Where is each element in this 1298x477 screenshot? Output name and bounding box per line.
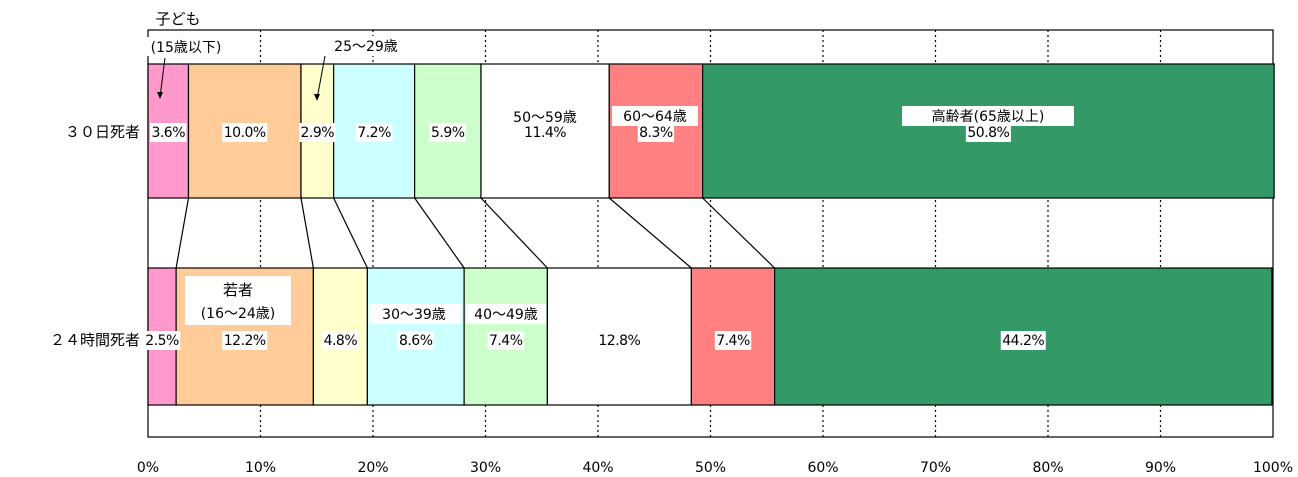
series-lines	[175, 197, 776, 269]
annotation-50-59: 50～59歳	[513, 110, 577, 126]
annotation-kodomo-arrow	[159, 57, 166, 98]
x-tick-label: 10%	[245, 460, 276, 476]
data-label: 12.2%	[224, 333, 266, 349]
x-tick-label: 30%	[470, 460, 501, 476]
category-labels: ３０日死者 ２４時間死者	[50, 123, 140, 349]
data-label-bg	[429, 123, 467, 142]
data-label: 8.3%	[639, 125, 673, 141]
annotation-wakamono: 若者	[223, 281, 253, 299]
series-line	[414, 197, 465, 269]
annotation-40-49: 40～49歳	[474, 307, 538, 323]
x-tick-label: 0%	[137, 460, 159, 476]
data-label: 2.5%	[145, 333, 179, 349]
series-line	[702, 197, 776, 269]
series-line	[480, 197, 548, 269]
annotations: 子ども (15歳以下) 25～29歳 50～59歳 60～64歳 高齢者(65歳…	[140, 7, 1074, 325]
annotation-kodomo-range: (15歳以下)	[151, 40, 222, 56]
data-label: 44.2%	[1002, 333, 1044, 349]
annotation-60-64: 60～64歳	[623, 109, 687, 125]
annotation-25-29: 25～29歳	[334, 39, 398, 55]
annotation-kodomo: 子ども	[155, 10, 200, 28]
data-label-bg	[487, 331, 524, 350]
series-line	[333, 197, 368, 269]
data-label: 12.8%	[598, 333, 640, 349]
data-label: 3.6%	[151, 125, 185, 141]
series-line	[175, 197, 190, 269]
data-label-bg	[222, 331, 268, 350]
x-tick-label: 20%	[357, 460, 388, 476]
data-label-bg	[596, 331, 642, 350]
annotation-wakamono-range: (16～24歳)	[201, 306, 276, 322]
data-label: 4.8%	[324, 333, 358, 349]
x-tick-label: 100%	[1253, 460, 1293, 476]
data-label-bg	[714, 331, 752, 350]
data-label-bg	[965, 123, 1011, 142]
category-label: ２４時間死者	[50, 331, 140, 349]
data-label-bg	[299, 123, 336, 142]
annotation-25-29-arrow	[316, 55, 326, 100]
data-label-bg	[637, 123, 675, 142]
data-label: 11.4%	[524, 125, 566, 141]
data-label-bg	[150, 123, 187, 142]
series-line	[608, 197, 692, 269]
data-label: 2.9%	[301, 125, 335, 141]
x-tick-label: 80%	[1032, 460, 1063, 476]
data-label-bg	[1000, 331, 1046, 350]
data-label: 7.4%	[716, 333, 750, 349]
category-label: ３０日死者	[65, 123, 140, 141]
data-label-bg	[322, 331, 359, 350]
data-label: 50.8%	[967, 125, 1009, 141]
x-axis-ticks: 0% 10% 20% 30% 40% 50% 60% 70% 80% 90% 100%	[137, 460, 1293, 476]
x-tick-label: 60%	[807, 460, 838, 476]
annotation-koureisha: 高齢者(65歳以上)	[932, 108, 1045, 125]
series-line	[300, 197, 314, 269]
data-label: 7.4%	[489, 333, 523, 349]
x-tick-label: 50%	[695, 460, 726, 476]
data-label: 8.6%	[399, 333, 433, 349]
data-label-bg	[222, 123, 268, 142]
data-label: 7.2%	[357, 125, 391, 141]
annotation-30-39: 30～39歳	[382, 307, 446, 323]
data-label-bg	[522, 123, 568, 142]
x-tick-label: 70%	[920, 460, 951, 476]
value-labels: 3.6% 10.0% 2.9% 7.2% 5.9% 11.4% 8.3% 50.8% 2.5% 1…	[143, 123, 1046, 350]
x-tick-label: 40%	[582, 460, 613, 476]
data-label: 10.0%	[224, 125, 266, 141]
data-label: 5.9%	[431, 125, 465, 141]
x-tick-label: 90%	[1145, 460, 1176, 476]
data-label-bg	[143, 331, 181, 350]
data-label-bg	[397, 331, 434, 350]
data-label-bg	[355, 123, 393, 142]
